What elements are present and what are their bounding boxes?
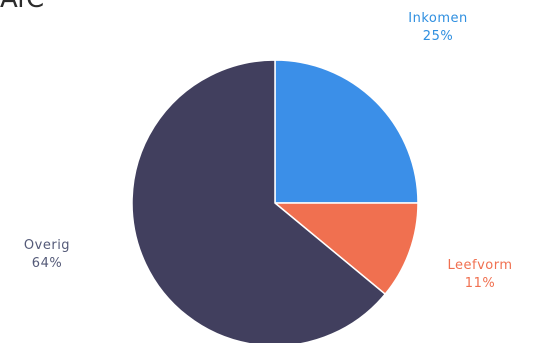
pie-slice-inkomen xyxy=(274,59,419,204)
chart-title: AfC xyxy=(0,0,44,12)
slice-label-leefvorm-value: 11% xyxy=(464,276,496,291)
slice-label-leefvorm: Leefvorm 11% xyxy=(440,257,520,293)
pie-slice-overig xyxy=(131,59,387,343)
slice-label-inkomen-value: 25% xyxy=(422,29,454,44)
slice-label-overig-name: Overig xyxy=(23,238,71,253)
pie-slice-leefvorm xyxy=(272,202,419,296)
slice-label-inkomen-name: Inkomen xyxy=(408,11,468,26)
slice-label-leefvorm-name: Leefvorm xyxy=(447,258,513,273)
slice-label-overig-value: 64% xyxy=(31,256,63,271)
slice-label-overig: Overig 64% xyxy=(12,237,82,273)
slice-label-inkomen: Inkomen 25% xyxy=(398,10,478,46)
